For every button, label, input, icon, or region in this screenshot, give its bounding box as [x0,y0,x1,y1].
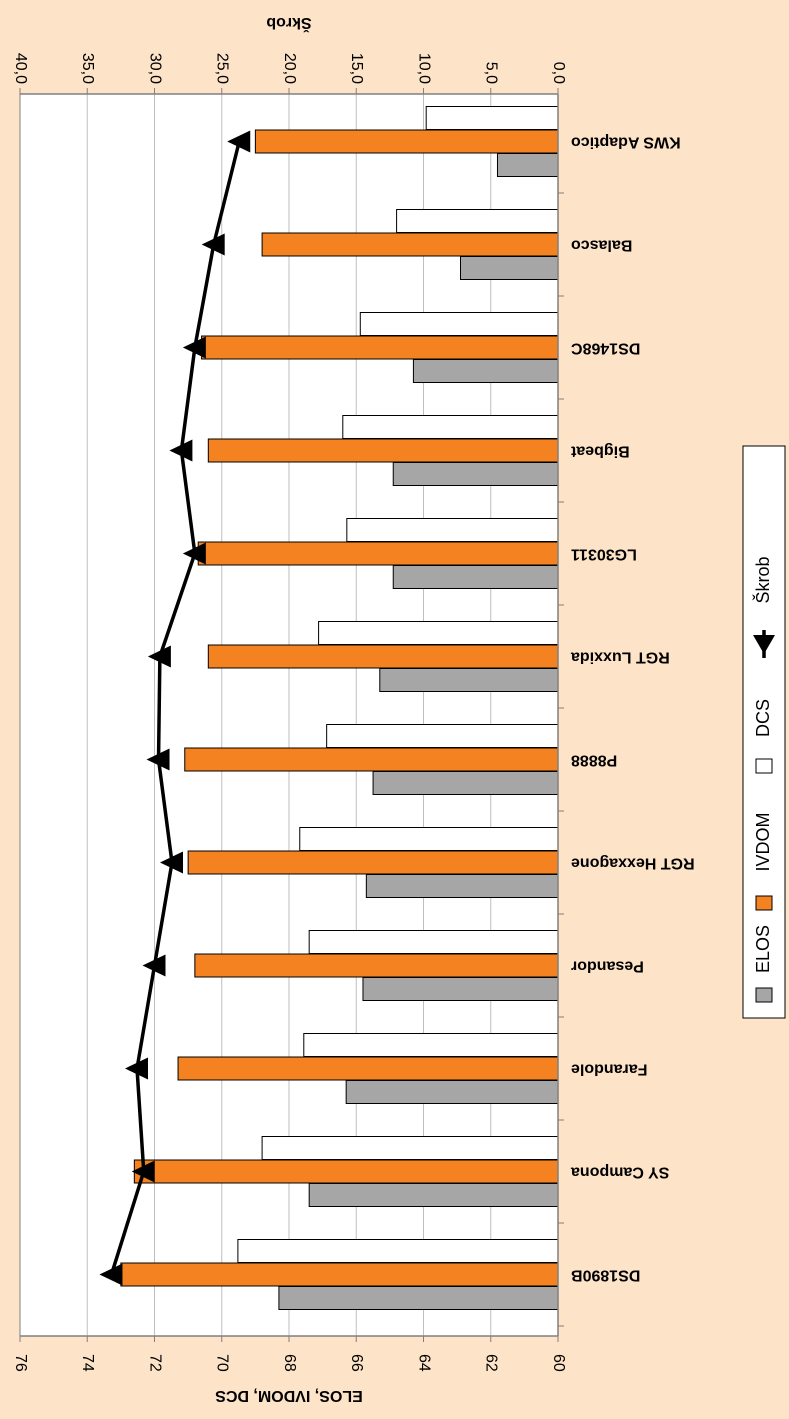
bar-dcs [237,1239,559,1263]
skrob-marker [169,439,193,462]
bar-elos [392,565,559,589]
bar-elos [308,1183,559,1207]
legend-swatch-elos [755,987,773,1003]
secondary-tick-label: 15,0 [348,53,365,84]
legend-label: Škrob [752,556,773,603]
legend-box [742,445,786,1019]
bar-dcs [299,827,559,851]
primary-axis-title: ELOS, IVDOM, DCS [215,1387,363,1404]
bar-elos [362,977,559,1001]
category-label: Farandole [571,1060,648,1077]
skrob-marker [201,233,225,256]
bar-ivdom [194,953,559,978]
category-label: Pesandor [571,957,644,974]
category-label: DS1468C [571,339,641,356]
skrob-marker [182,336,206,359]
bar-ivdom [201,335,559,360]
primary-tick-label: 62 [483,1354,500,1372]
category-label: DS1890B [571,1266,640,1283]
bar-ivdom [197,541,559,566]
secondary-tick-label: 0,0 [550,62,567,84]
skrob-marker [146,748,170,771]
bar-elos [379,668,559,692]
legend-marker [753,635,775,654]
bar-ivdom [261,232,559,257]
bar-ivdom [254,129,559,154]
category-label: SY Campona [571,1163,670,1180]
secondary-tick-label: 20,0 [281,53,298,84]
category-label: LG30311 [571,545,637,562]
skrob-line [99,130,251,1286]
skrob-marker [99,1263,123,1286]
skrob-marker [227,130,251,153]
bar-dcs [261,1136,559,1160]
secondary-tick-label: 10,0 [415,53,432,84]
skrob-marker [182,542,206,565]
bar-dcs [396,209,559,233]
bar-ivdom [177,1056,559,1081]
primary-tick-label: 60 [550,1354,567,1372]
legend-label: DCS [753,699,773,737]
legend-swatch-dcs [755,758,773,774]
primary-tick-label: 66 [348,1354,365,1372]
bar-elos [278,1286,559,1310]
secondary-tick-label: 5,0 [483,62,500,84]
bar-elos [345,1080,559,1104]
legend-label: ELOS [753,925,773,973]
bar-dcs [303,1033,559,1057]
primary-tick-label: 64 [415,1354,432,1372]
primary-tick-label: 72 [146,1354,163,1372]
category-label: P8888 [571,751,617,768]
axes [19,88,564,1342]
bar-elos [392,462,559,486]
category-label: KWS Adaptico [571,133,681,150]
bar-dcs [318,621,559,645]
skrob-marker [131,1160,155,1183]
bar-elos [459,256,559,280]
category-label: Balasco [571,236,633,253]
bar-elos [412,359,559,383]
axis-labels: 60 62 64 66 68 70 72 74 76 0,0 5,0 10,0 15,0 20,0 25,0… [12,14,695,1404]
bar-dcs [359,312,559,336]
bar-elos [496,153,559,177]
bar-ivdom [187,850,559,875]
skrob-marker [142,954,166,977]
bar-ivdom [120,1262,559,1287]
legend-swatch-ivdom [755,895,773,911]
legend: ELOS IVDOM DCS Škrob [742,445,786,1019]
category-label: RGT Hexxagone [571,854,695,871]
bars [120,106,559,1310]
primary-tick-label: 68 [281,1354,298,1372]
bar-ivdom [207,438,559,463]
secondary-tick-label: 40,0 [12,53,29,84]
category-label: RGT Luxxida [571,648,670,665]
bar-elos [372,771,559,795]
skrob-marker [147,645,171,668]
legend-label: IVDOM [753,812,773,871]
secondary-axis-title: Škrob [266,14,312,33]
secondary-tick-label: 35,0 [79,53,96,84]
skrob-line-path [109,141,241,1276]
secondary-tick-label: 25,0 [214,53,231,84]
bar-ivdom [184,747,559,772]
primary-tick-label: 76 [12,1354,29,1372]
bar-dcs [342,415,559,439]
bar-ivdom [207,644,559,669]
skrob-marker [159,851,183,874]
primary-tick-label: 74 [79,1354,96,1372]
bar-dcs [308,930,559,954]
primary-tick-label: 70 [214,1354,231,1372]
bar-dcs [326,724,559,748]
bar-ivdom [133,1159,559,1184]
gridlines [86,94,492,1336]
category-label: Bigbeat [570,442,629,459]
secondary-tick-label: 30,0 [146,53,163,84]
skrob-marker [125,1057,149,1080]
bar-elos [365,874,559,898]
bar-dcs [425,106,559,130]
bar-dcs [346,518,559,542]
